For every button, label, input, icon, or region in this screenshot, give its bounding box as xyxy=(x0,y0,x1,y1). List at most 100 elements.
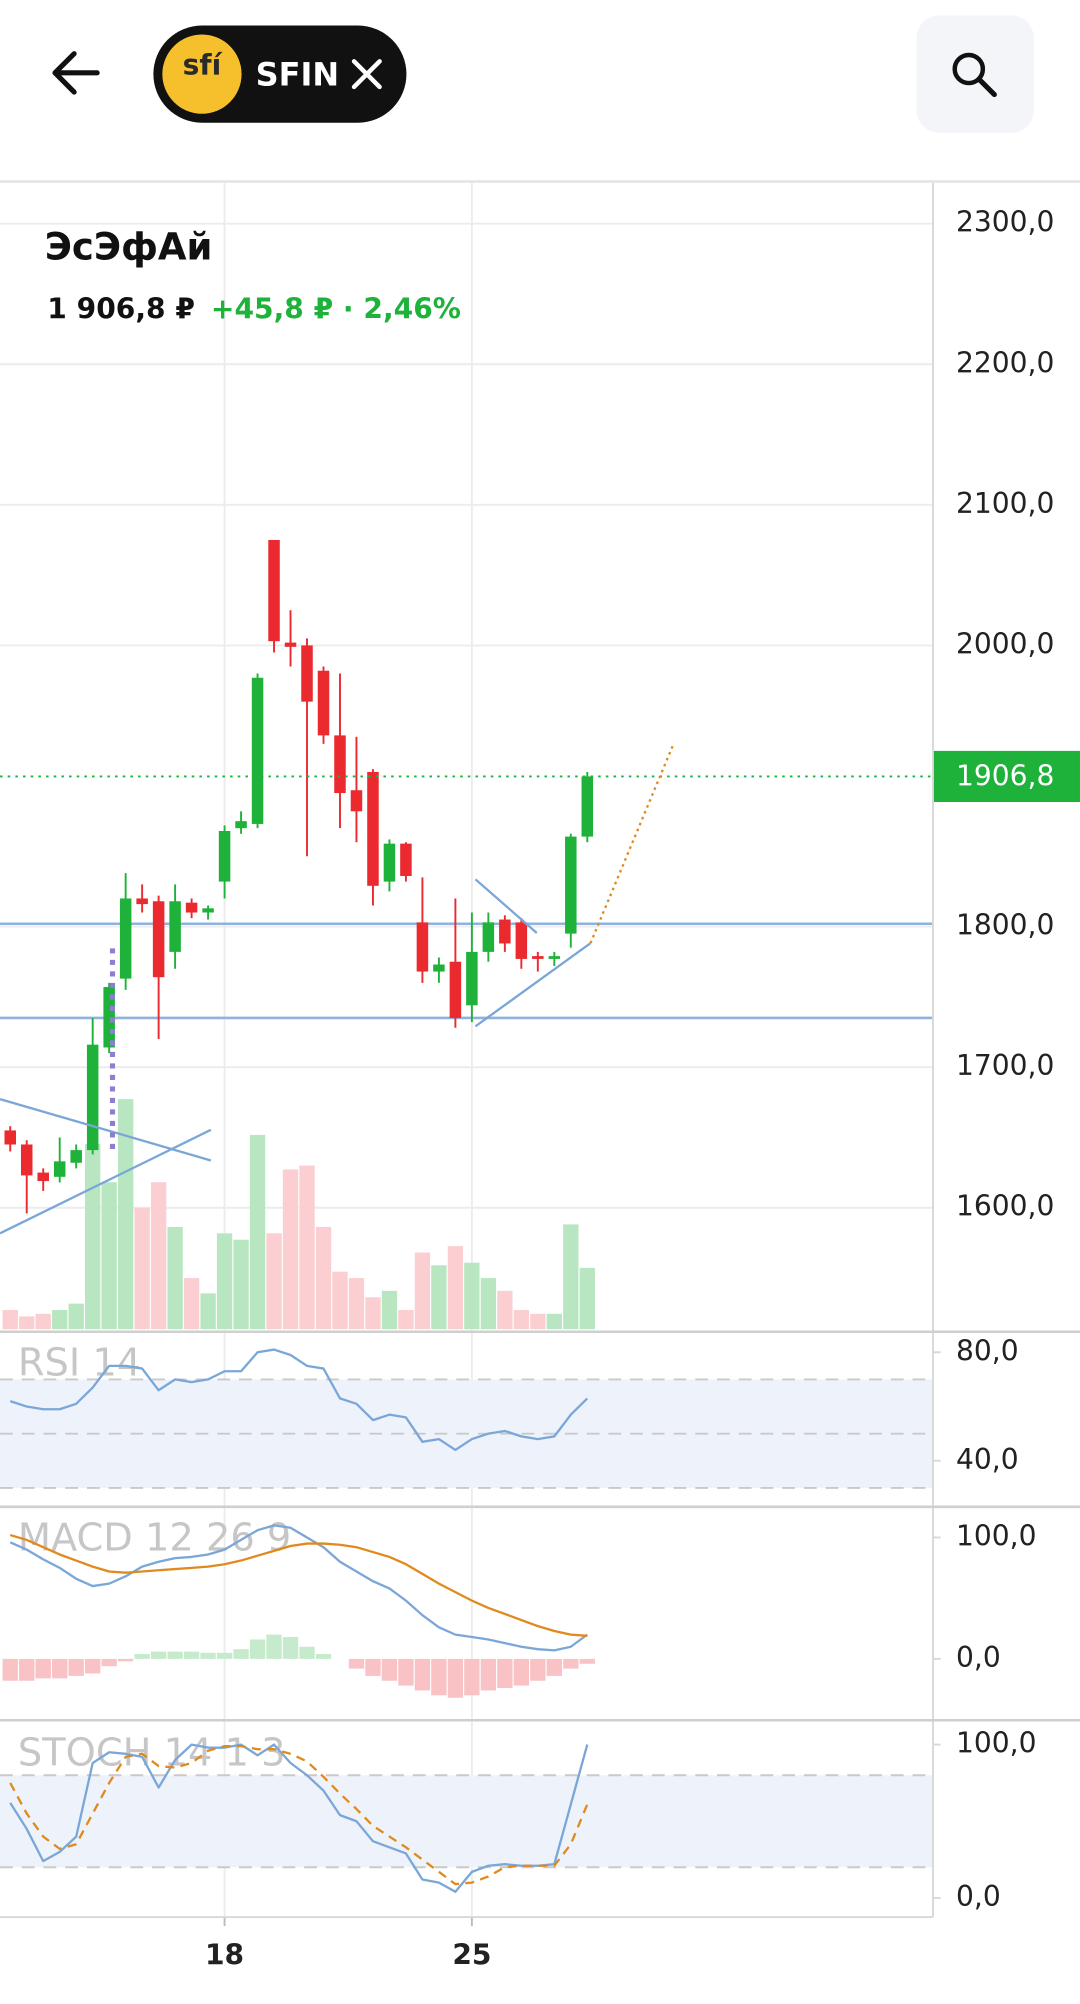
volume-bar xyxy=(398,1310,414,1330)
trend-line xyxy=(0,1128,212,1235)
histogram-bar xyxy=(579,1658,595,1664)
indicator-line xyxy=(9,1533,588,1637)
volume-bar xyxy=(546,1313,562,1330)
candle-body xyxy=(449,961,462,1018)
candle-body xyxy=(548,956,561,959)
candle-body xyxy=(284,642,297,647)
candle-body xyxy=(317,670,330,736)
volume-bar xyxy=(365,1297,381,1330)
candle-body xyxy=(367,771,379,886)
y-tick-label: 2000,0 xyxy=(956,627,1054,660)
histogram-bar xyxy=(530,1658,546,1681)
volume-bar xyxy=(249,1134,266,1330)
volume-bar xyxy=(414,1252,431,1330)
histogram-bar xyxy=(381,1658,398,1681)
x-tick-label: 18 xyxy=(205,1939,244,1972)
histogram-bar xyxy=(117,1658,134,1662)
trend-line xyxy=(0,1098,212,1162)
histogram-bar xyxy=(282,1637,299,1659)
candle-body xyxy=(515,922,528,959)
volume-bar xyxy=(150,1182,167,1330)
header-info: ЭсЭфАй 1 906,8 ₽ +45,8 ₽ · 2,46% xyxy=(45,226,461,326)
volume-bar xyxy=(52,1310,68,1330)
candle-body xyxy=(20,1144,33,1176)
volume-bar xyxy=(332,1271,348,1330)
candle-body xyxy=(70,1150,82,1163)
volume-bar xyxy=(299,1165,315,1330)
trend-line xyxy=(474,942,592,1028)
candle-body xyxy=(152,901,165,978)
y-tick-label: 80,0 xyxy=(956,1334,1019,1367)
histogram-bar xyxy=(134,1654,150,1659)
histogram-bar xyxy=(480,1658,497,1691)
histogram-bar xyxy=(447,1658,464,1698)
volume-bar xyxy=(381,1290,398,1330)
back-button[interactable] xyxy=(52,51,100,95)
y-tick-label: 1600,0 xyxy=(956,1190,1054,1223)
histogram-bar xyxy=(315,1654,332,1659)
candle-body xyxy=(251,677,264,824)
indicator-title: STOCH 14 1 3 xyxy=(18,1730,286,1775)
y-tick-label: 100,0 xyxy=(956,1727,1036,1760)
histogram-bar xyxy=(398,1658,414,1686)
volume-bar xyxy=(167,1226,183,1330)
candle-body xyxy=(169,901,181,952)
candle-body xyxy=(4,1130,16,1145)
y-tick-label: 0,0 xyxy=(956,1880,1001,1913)
histogram-bar xyxy=(216,1652,233,1659)
histogram-bar xyxy=(513,1658,530,1686)
price: 1 906,8 ₽ xyxy=(47,293,195,326)
indicator-line xyxy=(9,1348,589,1452)
volume-bar xyxy=(563,1224,579,1330)
y-tick-label: 0,0 xyxy=(956,1641,1001,1674)
histogram-bar xyxy=(85,1658,101,1674)
volume-bar xyxy=(447,1246,464,1330)
indicator-title: RSI 14 xyxy=(18,1340,141,1385)
histogram-bar xyxy=(233,1649,249,1659)
close-icon[interactable] xyxy=(351,59,382,90)
histogram-bar xyxy=(464,1658,480,1696)
level-band xyxy=(0,1775,934,1868)
candle-body xyxy=(53,1161,66,1177)
ticker: SFIN xyxy=(256,56,339,94)
volume-bar xyxy=(101,1182,117,1330)
y-tick-label: 1800,0 xyxy=(956,909,1054,942)
volume-bar xyxy=(266,1233,282,1330)
candle-body xyxy=(37,1172,49,1182)
logo-text: sfí xyxy=(183,48,223,81)
volume-bar xyxy=(19,1316,35,1330)
histogram-bar xyxy=(266,1634,282,1659)
volume-bar xyxy=(282,1169,299,1330)
logo xyxy=(162,34,242,114)
volume-bar xyxy=(183,1278,200,1330)
volume-bar xyxy=(68,1303,84,1330)
histogram-bar xyxy=(52,1658,68,1679)
y-tick-label: 40,0 xyxy=(956,1443,1019,1476)
volume-bar xyxy=(464,1262,480,1330)
histogram-bar xyxy=(35,1658,51,1679)
histogram-bar xyxy=(19,1658,35,1681)
back-arrow xyxy=(52,51,100,95)
volume-bar xyxy=(315,1226,332,1330)
volume-bar xyxy=(117,1099,134,1330)
histogram-bar xyxy=(431,1658,447,1696)
candle-body xyxy=(103,987,115,1048)
search-button[interactable] xyxy=(916,15,1034,133)
histogram-bar xyxy=(2,1658,18,1681)
last-price-label: 1906,8 xyxy=(956,760,1054,793)
histogram-bar xyxy=(563,1658,579,1669)
search-bg xyxy=(916,15,1034,133)
last-price-badge xyxy=(933,750,1080,803)
ticker-chip[interactable]: sfí SFIN xyxy=(153,25,407,123)
volume-bar xyxy=(513,1310,530,1330)
indicator-line xyxy=(9,1524,588,1652)
candle-body xyxy=(482,922,495,952)
candle-body xyxy=(383,843,396,882)
histogram-bar xyxy=(414,1658,431,1691)
candle-body xyxy=(532,956,544,959)
volume-bar xyxy=(579,1267,595,1330)
candle-body xyxy=(136,898,148,905)
histogram-bar xyxy=(101,1658,117,1667)
histogram-bar xyxy=(167,1651,183,1659)
